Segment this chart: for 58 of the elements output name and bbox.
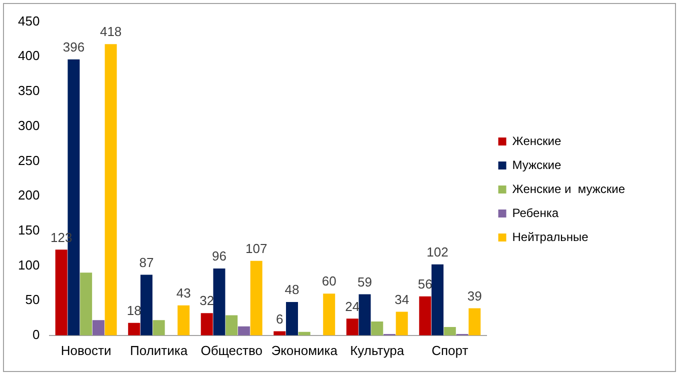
data-label: 107 (245, 240, 268, 256)
legend-label: Мужские (512, 158, 562, 172)
y-tick-label: 50 (25, 292, 40, 308)
bar (468, 308, 481, 336)
bar (226, 315, 238, 336)
bar (238, 326, 250, 336)
bar (323, 294, 336, 336)
y-tick-label: 200 (18, 188, 40, 203)
y-tick-label: 450 (18, 13, 40, 28)
bar (92, 320, 104, 336)
x-tick-label: Общество (200, 342, 262, 358)
bar (444, 327, 456, 336)
bar (432, 264, 444, 336)
bar (213, 268, 226, 336)
data-label: 48 (284, 282, 300, 298)
bar (140, 274, 152, 336)
legend-label: Женские (512, 134, 562, 148)
y-tick-label: 0 (32, 326, 40, 342)
data-label: 87 (139, 254, 154, 270)
data-label: 59 (358, 274, 372, 290)
y-tick-label: 100 (18, 257, 40, 272)
y-tick-label: 150 (18, 222, 40, 238)
bar (274, 331, 286, 336)
bar (358, 294, 371, 336)
data-label: 34 (394, 292, 410, 307)
bar (286, 302, 298, 336)
bar (419, 296, 432, 336)
data-label: 96 (212, 248, 226, 264)
x-tick-label: Спорт (432, 342, 468, 358)
legend-label: Нейтральные (512, 230, 589, 244)
bar (346, 318, 358, 336)
data-label: 396 (62, 40, 85, 55)
bar (371, 321, 384, 336)
data-label: 39 (467, 288, 482, 304)
data-label: 418 (100, 24, 122, 40)
y-tick-label: 250 (18, 152, 40, 168)
y-tick-label: 400 (18, 48, 40, 64)
bar (396, 312, 408, 336)
x-tick-label: Экономика (271, 342, 338, 358)
x-tick-label: Политика (130, 342, 188, 358)
data-label: 102 (426, 244, 448, 260)
bar (104, 44, 117, 336)
bar (178, 305, 190, 336)
y-tick-label: 350 (18, 83, 40, 98)
bar (152, 320, 165, 336)
data-label: 60 (322, 274, 336, 289)
bar (80, 272, 92, 336)
y-tick-label: 300 (18, 118, 40, 133)
bar (200, 313, 213, 336)
x-tick-label: Культура (350, 342, 405, 358)
x-tick-label: Новости (60, 342, 112, 358)
data-label: 43 (176, 286, 191, 301)
bar (128, 322, 140, 336)
bar (250, 260, 262, 336)
legend-label: Ребенка (512, 206, 559, 220)
legend-label: Женские и мужские (512, 182, 626, 196)
data-label: 6 (276, 311, 284, 326)
bar (55, 250, 68, 336)
